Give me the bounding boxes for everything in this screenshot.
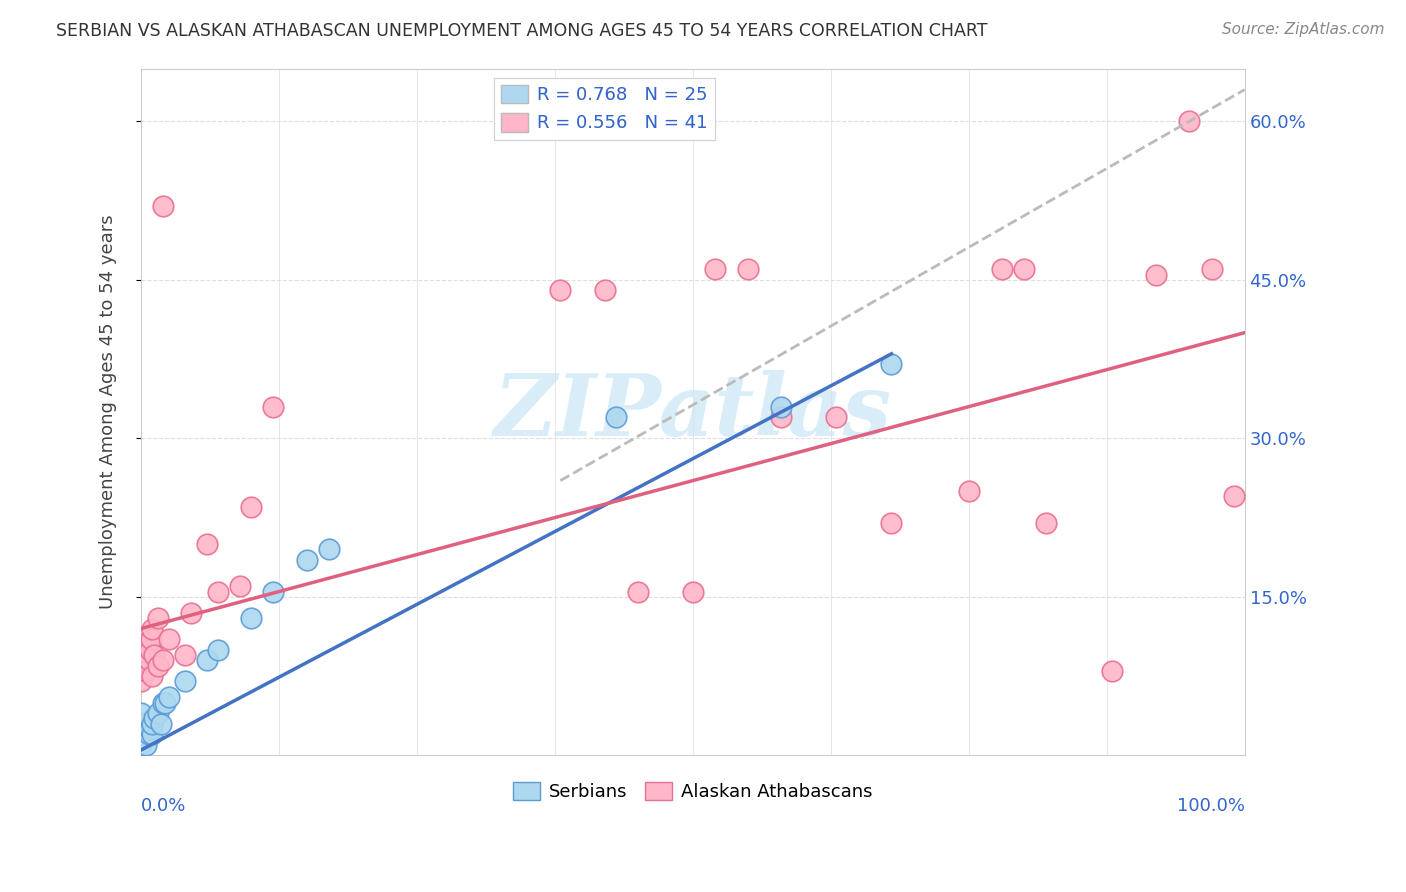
Point <box>240 500 263 514</box>
Y-axis label: Unemployment Among Ages 45 to 54 years: Unemployment Among Ages 45 to 54 years <box>100 215 117 609</box>
Text: 100.0%: 100.0% <box>1177 797 1244 814</box>
Point <box>295 553 318 567</box>
Point <box>135 738 157 752</box>
Point <box>593 284 616 298</box>
Point <box>880 516 903 530</box>
Point <box>550 284 572 298</box>
Point <box>318 542 340 557</box>
Point <box>152 199 174 213</box>
Point <box>129 716 152 731</box>
Point <box>138 653 160 667</box>
Point <box>139 722 162 736</box>
Point <box>703 262 725 277</box>
Point <box>129 727 152 741</box>
Point <box>129 674 152 689</box>
Point <box>825 410 848 425</box>
Point <box>682 584 704 599</box>
Point <box>146 706 169 720</box>
Point <box>152 696 174 710</box>
Point <box>1144 268 1167 282</box>
Point <box>240 611 263 625</box>
Point <box>262 584 284 599</box>
Point <box>195 653 218 667</box>
Point <box>146 658 169 673</box>
Point <box>141 716 163 731</box>
Point <box>1201 262 1223 277</box>
Point <box>174 648 197 662</box>
Text: 0.0%: 0.0% <box>141 797 187 814</box>
Point <box>129 642 152 657</box>
Point <box>1101 664 1123 678</box>
Point <box>141 622 163 636</box>
Point <box>770 410 793 425</box>
Point <box>146 611 169 625</box>
Point <box>180 606 202 620</box>
Point <box>141 727 163 741</box>
Point <box>139 642 162 657</box>
Point <box>157 632 180 646</box>
Point <box>262 400 284 414</box>
Point <box>207 584 229 599</box>
Text: Source: ZipAtlas.com: Source: ZipAtlas.com <box>1222 22 1385 37</box>
Point <box>770 400 793 414</box>
Point <box>141 669 163 683</box>
Point <box>737 262 759 277</box>
Point <box>174 674 197 689</box>
Point <box>129 653 152 667</box>
Point <box>138 727 160 741</box>
Point <box>149 716 172 731</box>
Point <box>143 711 166 725</box>
Text: SERBIAN VS ALASKAN ATHABASCAN UNEMPLOYMENT AMONG AGES 45 TO 54 YEARS CORRELATION: SERBIAN VS ALASKAN ATHABASCAN UNEMPLOYME… <box>56 22 988 40</box>
Point <box>605 410 627 425</box>
Point <box>1035 516 1057 530</box>
Point <box>152 653 174 667</box>
Point <box>129 706 152 720</box>
Point <box>1012 262 1035 277</box>
Point <box>880 358 903 372</box>
Point <box>229 579 252 593</box>
Point <box>991 262 1014 277</box>
Point <box>627 584 650 599</box>
Point <box>207 642 229 657</box>
Point <box>143 648 166 662</box>
Text: ZIPatlas: ZIPatlas <box>494 370 891 454</box>
Point <box>129 637 152 651</box>
Point <box>135 664 157 678</box>
Point <box>1222 490 1244 504</box>
Point <box>195 537 218 551</box>
Legend: R = 0.768   N = 25, R = 0.556   N = 41: R = 0.768 N = 25, R = 0.556 N = 41 <box>494 78 716 140</box>
Point <box>157 690 180 705</box>
Point <box>139 632 162 646</box>
Point <box>957 484 980 499</box>
Point <box>155 696 177 710</box>
Point <box>1178 114 1201 128</box>
Point <box>129 738 152 752</box>
